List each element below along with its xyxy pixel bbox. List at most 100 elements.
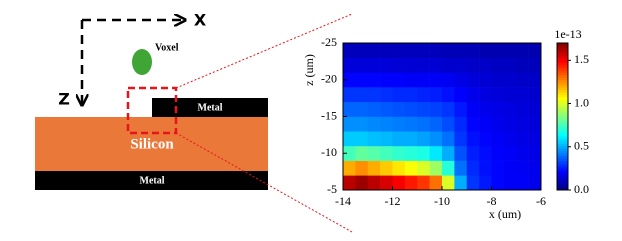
heatmap-cell <box>367 145 381 161</box>
colorbar-segment <box>557 67 568 71</box>
voxel <box>132 49 152 75</box>
colorbar-segment <box>557 43 568 46</box>
colorbar-segment <box>557 187 568 191</box>
heatmap-cell <box>479 175 492 191</box>
heatmap-cell <box>343 72 356 88</box>
heatmap-cell <box>503 145 517 161</box>
colorbar-segment <box>557 118 568 122</box>
colorbar-segment <box>557 182 568 186</box>
heatmap-cell <box>516 87 529 103</box>
colorbar-segment <box>557 123 568 127</box>
heatmap-cell <box>355 43 369 58</box>
heatmap-cell <box>442 43 455 58</box>
heatmap-cell <box>479 57 492 73</box>
heatmap-cell <box>528 43 542 58</box>
heatmap-cell <box>491 43 505 58</box>
colorbar-segment <box>557 131 568 135</box>
colorbar-segment <box>557 92 568 95</box>
heatmap-cell <box>503 131 517 147</box>
heatmap-cell <box>380 145 393 161</box>
heatmap-cell <box>417 175 430 191</box>
heatmap-cell <box>355 131 369 147</box>
metal-top <box>152 98 268 117</box>
colorbar-segment <box>557 111 568 115</box>
heatmap-cell <box>417 57 430 73</box>
heatmap-cell <box>491 116 505 132</box>
heatmap-cell <box>479 116 492 132</box>
heatmap-cell <box>367 72 381 88</box>
heatmap-cell <box>442 72 455 88</box>
colorbar-segment <box>557 77 568 81</box>
heatmap-cell <box>417 87 430 103</box>
heatmap-cell <box>429 101 443 117</box>
heatmap-cell <box>503 160 517 176</box>
heatmap-cell <box>392 43 406 58</box>
x-axis-label: X <box>194 11 207 30</box>
colorbar-segment <box>557 74 568 78</box>
heatmap-cell <box>367 160 381 176</box>
colorbar-segment <box>557 55 568 59</box>
heatmap-cell <box>404 101 418 117</box>
heatmap-cell <box>380 131 393 147</box>
heatmap-cell <box>404 57 418 73</box>
heatmap-cell <box>429 116 443 132</box>
heatmap-cell <box>442 116 455 132</box>
colorbar-segment <box>557 167 568 171</box>
heatmap-cell <box>392 101 406 117</box>
heatmap-cell <box>392 160 406 176</box>
heatmap-cell <box>343 101 356 117</box>
zoom-box <box>126 86 178 135</box>
heatmap-cell <box>516 116 529 132</box>
heatmap-cell <box>442 57 455 73</box>
heatmap-cell <box>466 43 480 58</box>
heatmap-cell <box>429 72 443 88</box>
heatmap-cell <box>528 87 542 103</box>
heatmap-cell <box>528 72 542 88</box>
heatmap-cell <box>442 160 455 176</box>
heatmap-cell <box>442 101 455 117</box>
colorbar-segment <box>557 101 568 105</box>
heatmap-cell <box>343 131 356 147</box>
colorbar-tick-label: 0.5 <box>574 139 589 153</box>
heatmap-cell <box>516 57 529 73</box>
heatmap-cell <box>392 145 406 161</box>
heatmap-cell <box>466 101 480 117</box>
colorbar-segment <box>557 170 568 174</box>
heatmap-cell <box>343 145 356 161</box>
heatmap-cell <box>343 116 356 132</box>
heatmap-cell <box>380 116 393 132</box>
heatmap-cell <box>355 160 369 176</box>
heatmap-cell <box>466 131 480 147</box>
colorbar-segment <box>557 172 568 176</box>
colorbar-segment <box>557 141 568 144</box>
y-tick-label: -15 <box>321 108 337 122</box>
heatmap-cell <box>404 116 418 132</box>
metal-bottom <box>35 171 268 190</box>
heatmap-cell <box>528 145 542 161</box>
zoom-line <box>175 132 353 233</box>
heatmap-cell <box>355 116 369 132</box>
colorbar-segment <box>557 79 568 83</box>
heatmap-cell <box>392 72 406 88</box>
heatmap-cell <box>343 57 356 73</box>
schematic: X Z Voxel Metal Silicon Metal <box>35 11 353 233</box>
colorbar-segment <box>557 96 568 100</box>
heatmap-cell <box>404 175 418 191</box>
heatmap-cell <box>528 175 542 191</box>
x-tick-label: -8 <box>487 194 497 208</box>
colorbar-segment <box>557 175 568 179</box>
voxel-label: Voxel <box>155 42 179 53</box>
colorbar-segment <box>557 57 568 61</box>
colorbar-segment <box>557 82 568 86</box>
heatmap-cell <box>479 87 492 103</box>
colorbar-segment <box>557 128 568 132</box>
colorbar-segment <box>557 50 568 54</box>
colorbar-tick-label: 1.0 <box>574 95 589 109</box>
colorbar-tick-label: 0.0 <box>574 182 589 196</box>
heatmap-cell <box>417 160 430 176</box>
x-axis-title: x (um) <box>489 207 521 221</box>
colorbar-segment <box>557 148 568 152</box>
heatmap-cell <box>528 101 542 117</box>
heatmap-cell <box>417 131 430 147</box>
